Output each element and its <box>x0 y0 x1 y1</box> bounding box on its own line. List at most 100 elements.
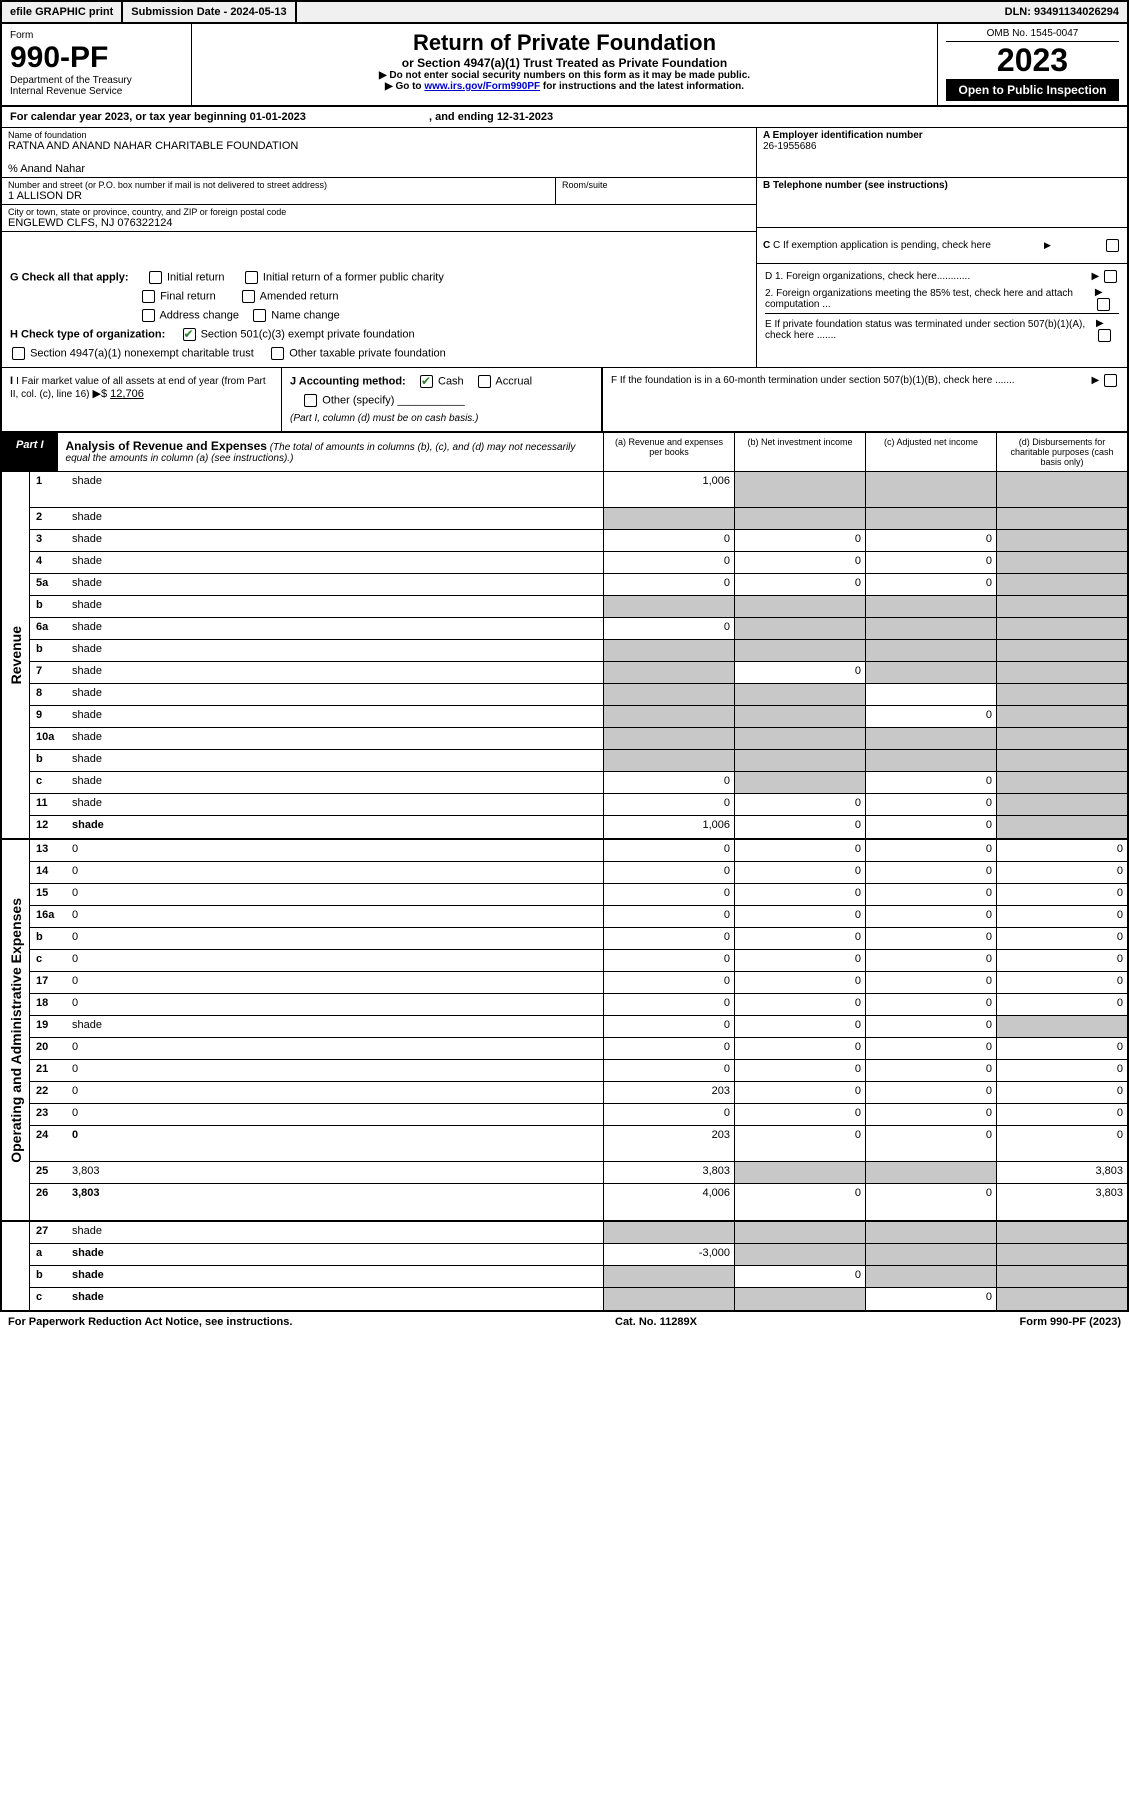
tax-year: 2023 <box>946 42 1119 79</box>
cell-a <box>603 728 734 749</box>
501c3-checkbox[interactable] <box>183 328 196 341</box>
cell-c: 0 <box>865 772 996 793</box>
cell-a: 1,006 <box>603 472 734 507</box>
cell-a: 0 <box>603 772 734 793</box>
col-c-header: (c) Adjusted net income <box>865 433 996 471</box>
header-right: OMB No. 1545-0047 2023 Open to Public In… <box>937 24 1127 105</box>
e-checkbox[interactable] <box>1098 329 1111 342</box>
cell-b: 0 <box>734 928 865 949</box>
cell-d <box>996 596 1127 617</box>
foundation-name-row: Name of foundation RATNA AND ANAND NAHAR… <box>2 128 756 178</box>
f-checkbox[interactable] <box>1104 374 1117 387</box>
table-row: 1300000 <box>30 840 1127 862</box>
table-row: 1400000 <box>30 862 1127 884</box>
cell-d <box>996 618 1127 639</box>
line-number: 5a <box>30 574 68 595</box>
other-method-checkbox[interactable] <box>304 394 317 407</box>
d2-checkbox[interactable] <box>1097 298 1110 311</box>
line-description: 0 <box>68 906 603 927</box>
line-number: 8 <box>30 684 68 705</box>
cell-a <box>603 1222 734 1243</box>
table-row: 5ashade000 <box>30 574 1127 596</box>
cell-c <box>865 1244 996 1265</box>
cash-checkbox[interactable] <box>420 375 433 388</box>
cell-a: 1,006 <box>603 816 734 838</box>
line-description: shade <box>68 1222 603 1243</box>
table-row: bshade <box>30 640 1127 662</box>
form-ref: Form 990-PF (2023) <box>1020 1316 1121 1328</box>
line-number: c <box>30 1288 68 1310</box>
cell-d <box>996 1016 1127 1037</box>
exemption-checkbox[interactable] <box>1106 239 1119 252</box>
line-description: shade <box>68 662 603 683</box>
table-row: 263,8034,006003,803 <box>30 1184 1127 1220</box>
i-row: I I Fair market value of all assets at e… <box>10 372 273 403</box>
cell-c: 0 <box>865 1126 996 1161</box>
cell-d <box>996 640 1127 661</box>
line-description: 0 <box>68 1082 603 1103</box>
irs-link[interactable]: www.irs.gov/Form990PF <box>424 81 540 92</box>
form-header: Form 990-PF Department of the Treasury I… <box>0 24 1129 107</box>
cell-a: 0 <box>603 994 734 1015</box>
cell-b: 0 <box>734 1038 865 1059</box>
d1-checkbox[interactable] <box>1104 270 1117 283</box>
cell-b <box>734 772 865 793</box>
cell-a: 0 <box>603 1016 734 1037</box>
cell-a: 0 <box>603 530 734 551</box>
line-description: shade <box>68 1266 603 1287</box>
room-suite: Room/suite <box>556 178 756 204</box>
line-description: 0 <box>68 972 603 993</box>
cell-a: 0 <box>603 618 734 639</box>
cell-a <box>603 1288 734 1310</box>
table-row: 253,8033,8033,803 <box>30 1162 1127 1184</box>
line-number: b <box>30 1266 68 1287</box>
cell-a: 0 <box>603 1104 734 1125</box>
cell-a: 0 <box>603 840 734 861</box>
table-row: 2300000 <box>30 1104 1127 1126</box>
cell-a: 203 <box>603 1082 734 1103</box>
line-description: shade <box>68 684 603 705</box>
cell-b: 0 <box>734 794 865 815</box>
cell-d <box>996 750 1127 771</box>
table-row: 1700000 <box>30 972 1127 994</box>
cell-d <box>996 508 1127 529</box>
cell-b <box>734 1288 865 1310</box>
cell-d: 0 <box>996 928 1127 949</box>
part1-label: Part I <box>2 433 58 471</box>
cell-d <box>996 472 1127 507</box>
cell-d: 0 <box>996 906 1127 927</box>
table-row: 1shade1,006 <box>30 472 1127 508</box>
line-description: shade <box>68 1288 603 1310</box>
line-number: 20 <box>30 1038 68 1059</box>
initial-return-former-checkbox[interactable] <box>245 271 258 284</box>
header-center: Return of Private Foundation or Section … <box>192 24 937 105</box>
cell-a: 0 <box>603 972 734 993</box>
cell-a: 203 <box>603 1126 734 1161</box>
open-public-label: Open to Public Inspection <box>946 79 1119 101</box>
cell-d <box>996 530 1127 551</box>
cell-c <box>865 662 996 683</box>
amended-return-checkbox[interactable] <box>242 290 255 303</box>
table-row: 8shade <box>30 684 1127 706</box>
line-number: 6a <box>30 618 68 639</box>
cell-d <box>996 794 1127 815</box>
initial-return-checkbox[interactable] <box>149 271 162 284</box>
4947a1-checkbox[interactable] <box>12 347 25 360</box>
cell-a: 0 <box>603 552 734 573</box>
line-number: 25 <box>30 1162 68 1183</box>
efile-label[interactable]: efile GRAPHIC print <box>2 2 123 22</box>
cell-b <box>734 706 865 727</box>
line-description: shade <box>68 706 603 727</box>
address-change-checkbox[interactable] <box>142 309 155 322</box>
cell-d <box>996 1266 1127 1287</box>
final-return-checkbox[interactable] <box>142 290 155 303</box>
cell-d: 0 <box>996 884 1127 905</box>
cell-d <box>996 684 1127 705</box>
accrual-checkbox[interactable] <box>478 375 491 388</box>
name-change-checkbox[interactable] <box>253 309 266 322</box>
table-row: 220203000 <box>30 1082 1127 1104</box>
cell-b <box>734 618 865 639</box>
cell-b: 0 <box>734 530 865 551</box>
other-taxable-checkbox[interactable] <box>271 347 284 360</box>
cell-a: 0 <box>603 950 734 971</box>
